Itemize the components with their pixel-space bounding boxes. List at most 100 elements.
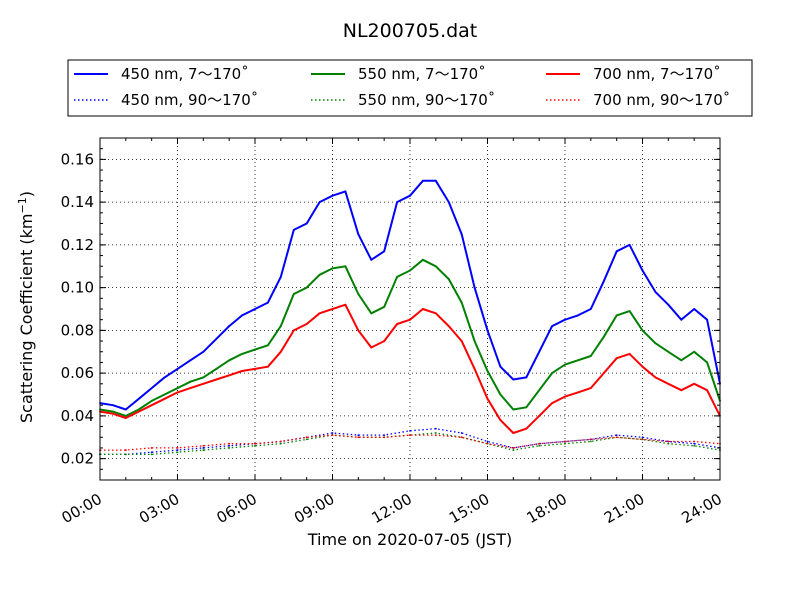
chart-legend: 450 nm, 7～170˚ 450 nm, 90～170˚ 550 nm, 7～1… (67, 59, 753, 117)
legend-label: 550 nm, 90～170˚ (358, 91, 495, 109)
data-point (163, 397, 166, 400)
data-point (525, 406, 528, 409)
x-tick-label: 24:00 (679, 490, 725, 527)
data-point (589, 387, 592, 389)
data-point (202, 376, 205, 379)
data-point (112, 410, 114, 413)
data-point (615, 314, 618, 317)
data-point (124, 453, 127, 456)
x-tick-label: 12:00 (369, 490, 415, 527)
y-axis-label-tail: ) (17, 191, 36, 197)
data-point (267, 344, 269, 347)
data-point (344, 303, 347, 306)
data-point (422, 308, 424, 310)
y-tick-label: 0.12 (61, 236, 94, 254)
data-point (499, 365, 502, 368)
data-point (460, 340, 463, 342)
y-tick-label: 0.02 (61, 450, 94, 468)
data-point (641, 438, 644, 441)
data-point (538, 442, 541, 445)
data-point (512, 447, 515, 449)
data-point (215, 378, 218, 381)
data-point (499, 393, 502, 396)
data-point (228, 444, 231, 447)
y-axis-label-superscript: −1 (16, 197, 29, 213)
data-point (602, 335, 605, 338)
y-tick-label: 0.04 (61, 407, 94, 425)
data-point (124, 408, 127, 411)
data-point (525, 376, 528, 379)
data-point (706, 361, 708, 364)
data-point (228, 447, 231, 449)
data-point (486, 397, 489, 400)
data-point (473, 367, 476, 370)
data-point (667, 382, 670, 385)
legend-label: 550 nm, 7～170˚ (358, 65, 486, 83)
data-point (422, 179, 424, 182)
data-point (577, 359, 579, 362)
data-point (538, 444, 541, 447)
data-point (512, 408, 515, 411)
data-point (628, 243, 631, 246)
data-point (357, 293, 360, 295)
x-tick-label: 00:00 (59, 490, 105, 527)
data-point (460, 233, 463, 236)
data-point (370, 346, 373, 349)
data-point (525, 427, 528, 430)
data-point (215, 367, 218, 370)
data-point (486, 370, 489, 372)
data-point (628, 352, 631, 355)
data-point (292, 293, 295, 295)
data-point (409, 269, 411, 272)
data-point (589, 440, 592, 443)
data-point (538, 389, 541, 392)
data-point (357, 436, 360, 439)
data-point (434, 312, 437, 315)
data-point (564, 318, 566, 321)
data-point (228, 374, 231, 377)
data-point (512, 432, 515, 434)
data-point (241, 370, 243, 372)
data-point (124, 449, 127, 451)
data-point (189, 387, 192, 389)
y-tick-label: 0.16 (61, 150, 94, 168)
data-point (176, 387, 179, 389)
data-point (628, 310, 631, 313)
data-point (693, 444, 696, 447)
data-point (215, 338, 218, 340)
data-point (486, 329, 489, 332)
plot-background (100, 138, 720, 480)
series-layer (99, 179, 721, 456)
data-point (344, 265, 347, 268)
data-point (667, 303, 670, 306)
data-point (318, 312, 321, 315)
data-point (434, 179, 437, 182)
data-point (409, 434, 411, 437)
data-point (706, 389, 708, 392)
data-point (434, 427, 437, 430)
data-point (202, 350, 205, 353)
data-point (331, 434, 334, 437)
data-point (615, 436, 618, 439)
chart-title: NL200705.dat (343, 20, 478, 42)
data-point (667, 350, 670, 353)
data-point (305, 436, 308, 439)
data-point (241, 314, 243, 317)
data-point (254, 442, 256, 445)
data-point (641, 269, 644, 272)
x-tick-label: 06:00 (214, 490, 260, 527)
data-point (589, 308, 592, 310)
data-point (254, 367, 256, 370)
data-point (383, 434, 386, 437)
data-point (112, 412, 114, 415)
data-point (331, 194, 334, 197)
data-point (589, 438, 592, 441)
data-point (409, 429, 411, 432)
data-point (305, 438, 308, 441)
data-point (602, 372, 605, 375)
data-point (305, 323, 308, 325)
data-point (538, 414, 541, 417)
data-point (460, 301, 463, 304)
data-point (383, 340, 386, 342)
